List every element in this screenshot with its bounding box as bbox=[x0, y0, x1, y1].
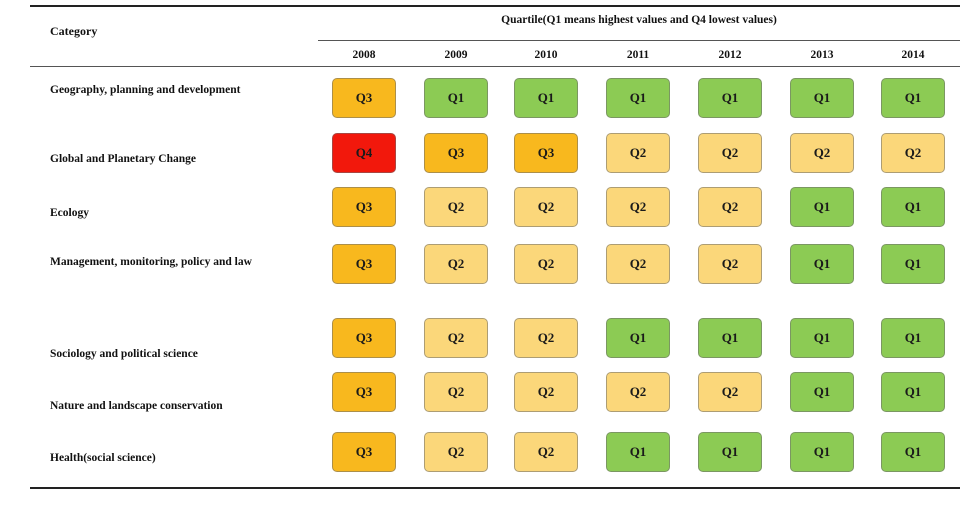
table-row: Ecology Q3 Q2 Q2 Q2 Q2 Q1 Q1 bbox=[0, 187, 978, 241]
year-header-2009: 2009 bbox=[444, 49, 468, 61]
quartile-badge: Q3 bbox=[332, 432, 396, 472]
quartile-badge: Q4 bbox=[332, 133, 396, 173]
table-row: Sociology and political science Q3 Q2 Q2 Q1 Q… bbox=[0, 318, 978, 372]
quartile-badge: Q1 bbox=[790, 432, 854, 472]
row-label: Geography, planning and development bbox=[50, 84, 241, 96]
row-label: Health(social science) bbox=[50, 452, 156, 464]
table-row: Global and Planetary Change Q4 Q3 Q3 Q2 Q2 Q2 Q… bbox=[0, 133, 978, 187]
year-header-2008: 2008 bbox=[352, 49, 376, 61]
quartile-badge: Q1 bbox=[881, 432, 945, 472]
quartile-badge: Q1 bbox=[698, 432, 762, 472]
quartile-badge: Q2 bbox=[514, 187, 578, 227]
row-label: Nature and landscape conservation bbox=[50, 400, 223, 412]
quartile-badge: Q1 bbox=[606, 432, 670, 472]
quartile-badge: Q1 bbox=[790, 78, 854, 118]
header-rule bbox=[30, 66, 960, 67]
year-header-2011: 2011 bbox=[626, 49, 650, 61]
quartile-badge: Q2 bbox=[514, 244, 578, 284]
quartile-badge: Q1 bbox=[790, 244, 854, 284]
quartile-badge: Q3 bbox=[332, 244, 396, 284]
quartile-badge: Q2 bbox=[424, 244, 488, 284]
quartile-badge: Q1 bbox=[606, 78, 670, 118]
table-row: Nature and landscape conservation Q3 Q2 Q2 Q… bbox=[0, 372, 978, 426]
quartile-badge: Q1 bbox=[698, 78, 762, 118]
quartile-badge: Q2 bbox=[514, 318, 578, 358]
quartile-badge: Q2 bbox=[698, 244, 762, 284]
quartile-badge: Q2 bbox=[606, 187, 670, 227]
header-divider bbox=[318, 40, 960, 41]
quartile-badge: Q1 bbox=[881, 78, 945, 118]
quartile-badge: Q2 bbox=[424, 318, 488, 358]
quartile-badge: Q1 bbox=[790, 187, 854, 227]
quartile-badge: Q3 bbox=[332, 187, 396, 227]
quartile-badge: Q1 bbox=[881, 318, 945, 358]
quartile-badge: Q2 bbox=[698, 372, 762, 412]
table-row: Management, monitoring, policy and law Q3… bbox=[0, 244, 978, 298]
quartile-badge: Q2 bbox=[514, 372, 578, 412]
quartile-badge: Q3 bbox=[332, 372, 396, 412]
row-label: Global and Planetary Change bbox=[50, 153, 197, 165]
quartile-badge: Q1 bbox=[881, 244, 945, 284]
quartile-badge: Q2 bbox=[698, 187, 762, 227]
quartile-badge: Q3 bbox=[514, 133, 578, 173]
quartile-badge: Q1 bbox=[881, 372, 945, 412]
quartile-badge: Q1 bbox=[514, 78, 578, 118]
year-header-2014: 2014 bbox=[901, 49, 925, 61]
quartile-badge: Q3 bbox=[424, 133, 488, 173]
quartile-badge: Q2 bbox=[424, 372, 488, 412]
quartile-badge: Q1 bbox=[606, 318, 670, 358]
quartile-badge: Q2 bbox=[881, 133, 945, 173]
quartile-badge: Q1 bbox=[790, 372, 854, 412]
quartile-badge: Q1 bbox=[424, 78, 488, 118]
quartile-badge: Q1 bbox=[790, 318, 854, 358]
quartile-badge: Q3 bbox=[332, 318, 396, 358]
quartile-badge: Q2 bbox=[424, 187, 488, 227]
row-label: Ecology bbox=[50, 207, 89, 219]
quartile-group-header: Quartile(Q1 means highest values and Q4 … bbox=[501, 14, 777, 26]
quartile-badge: Q2 bbox=[790, 133, 854, 173]
row-label: Sociology and political science bbox=[50, 348, 198, 360]
quartile-badge: Q2 bbox=[606, 244, 670, 284]
quartile-badge: Q3 bbox=[332, 78, 396, 118]
quartile-badge: Q1 bbox=[698, 318, 762, 358]
bottom-rule bbox=[30, 487, 960, 489]
quartile-badge: Q2 bbox=[698, 133, 762, 173]
table-row: Health(social science) Q3 Q2 Q2 Q1 Q1 Q1 Q1 bbox=[0, 432, 978, 486]
quartile-badge: Q1 bbox=[881, 187, 945, 227]
quartile-badge: Q2 bbox=[606, 372, 670, 412]
category-header: Category bbox=[50, 24, 98, 38]
table-row: Geography, planning and development Q3 Q1 Q… bbox=[0, 78, 978, 132]
year-header-row: 2008 2009 2010 2011 2012 2013 2014 bbox=[0, 49, 978, 65]
top-rule bbox=[30, 5, 960, 7]
row-label: Management, monitoring, policy and law bbox=[50, 256, 252, 268]
year-header-2013: 2013 bbox=[810, 49, 834, 61]
year-header-2010: 2010 bbox=[534, 49, 558, 61]
quartile-badge: Q2 bbox=[606, 133, 670, 173]
quartile-badge: Q2 bbox=[514, 432, 578, 472]
quartile-badge: Q2 bbox=[424, 432, 488, 472]
year-header-2012: 2012 bbox=[718, 49, 742, 61]
